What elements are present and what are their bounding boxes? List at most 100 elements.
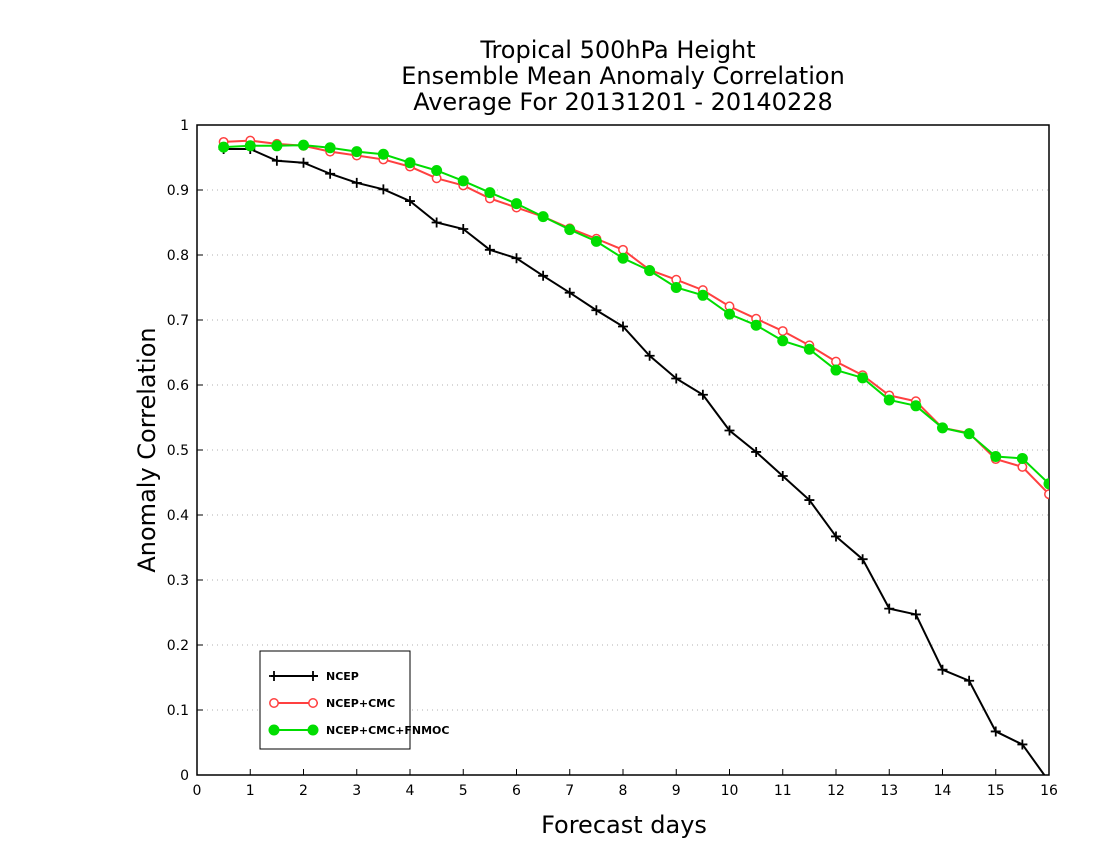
legend-marker xyxy=(268,724,280,736)
data-point xyxy=(298,139,309,151)
data-point xyxy=(431,217,442,228)
data-point xyxy=(1017,739,1028,750)
legend-item: NCEP+CMC+FNMOC xyxy=(268,724,449,737)
y-tick-label: 0.5 xyxy=(167,443,189,459)
x-tick-label: 1 xyxy=(246,783,255,799)
y-tick-label: 0.1 xyxy=(167,703,189,719)
data-point xyxy=(644,350,655,361)
data-point xyxy=(537,211,549,223)
series-ncep xyxy=(218,144,1046,775)
data-point xyxy=(831,531,841,542)
data-point xyxy=(378,184,389,195)
series-line xyxy=(223,144,1049,485)
data-point xyxy=(298,157,309,168)
y-tick-label: 0.3 xyxy=(167,573,189,589)
data-point xyxy=(831,356,841,367)
data-point xyxy=(671,373,682,384)
data-point xyxy=(484,187,496,199)
x-tick-label: 10 xyxy=(721,783,739,799)
data-point xyxy=(618,244,628,255)
data-point xyxy=(697,389,708,400)
data-point xyxy=(244,140,256,152)
legend-marker xyxy=(307,724,319,736)
legend-item: NCEP+CMC xyxy=(269,697,395,710)
data-point xyxy=(884,603,895,614)
data-point xyxy=(777,326,788,336)
data-point xyxy=(803,343,815,355)
legend-label: NCEP+CMC+FNMOC xyxy=(326,724,449,737)
data-point xyxy=(910,609,921,620)
x-tick-label: 11 xyxy=(774,783,792,799)
x-tick-label: 14 xyxy=(934,783,952,799)
data-point xyxy=(591,305,602,316)
data-point xyxy=(457,175,469,187)
data-point xyxy=(458,224,469,234)
legend: NCEP NCEP+CMC NCEP+CMC+FNMOC xyxy=(259,650,449,750)
legend-label: NCEP xyxy=(326,670,359,683)
data-point xyxy=(271,140,283,152)
legend-label: NCEP+CMC xyxy=(326,697,395,710)
data-point xyxy=(830,364,842,376)
x-tick-label: 0 xyxy=(193,783,202,799)
data-point xyxy=(990,451,1002,462)
data-point xyxy=(1044,489,1049,500)
data-point xyxy=(804,495,815,506)
data-point xyxy=(724,425,735,436)
x-axis-label: Forecast days xyxy=(541,811,707,839)
x-tick-label: 9 xyxy=(672,783,681,799)
legend-marker xyxy=(308,698,318,708)
y-tick-label: 0.7 xyxy=(167,313,189,329)
data-point xyxy=(564,224,576,236)
x-tick-label: 13 xyxy=(880,783,898,799)
x-tick-label: 16 xyxy=(1040,783,1058,799)
y-tick-label: 0.2 xyxy=(167,638,189,654)
x-tick-label: 4 xyxy=(406,783,415,799)
x-tick-label: 8 xyxy=(619,783,628,799)
series-line xyxy=(223,148,1046,775)
y-tick-label: 0.8 xyxy=(167,248,189,264)
chart-title-line-3: Average For 20131201 - 20140228 xyxy=(413,88,833,116)
data-point xyxy=(724,308,735,320)
data-point xyxy=(777,335,789,347)
data-point xyxy=(511,198,522,210)
data-point xyxy=(990,726,1001,737)
x-tick-label: 3 xyxy=(352,783,361,799)
chart-title-line-2: Ensemble Mean Anomaly Correlation xyxy=(401,62,845,90)
data-point xyxy=(617,252,629,264)
data-point xyxy=(1016,452,1028,464)
data-point xyxy=(538,270,549,281)
data-point xyxy=(750,319,762,331)
data-point xyxy=(964,675,975,686)
legend-box xyxy=(259,650,411,750)
data-point xyxy=(618,321,628,332)
data-point xyxy=(351,177,362,188)
y-tick-label: 0 xyxy=(180,768,189,784)
data-point xyxy=(777,471,788,481)
data-point xyxy=(883,394,895,406)
legend-marker xyxy=(269,698,279,708)
data-point xyxy=(431,165,443,176)
axis-ticks: 00.10.20.30.40.50.60.70.80.910 1 2 3 4 5 6 7 8 9 1… xyxy=(167,118,1058,799)
data-point xyxy=(324,142,336,154)
data-point xyxy=(405,196,415,207)
data-point xyxy=(751,446,762,457)
legend-marker xyxy=(308,671,318,681)
data-point xyxy=(564,287,575,298)
x-tick-label: 5 xyxy=(459,783,468,799)
data-point xyxy=(644,265,656,277)
data-point xyxy=(857,554,868,565)
legend-marker xyxy=(269,671,279,681)
data-point xyxy=(697,289,709,301)
data-point xyxy=(218,141,230,153)
x-tick-label: 12 xyxy=(827,783,845,799)
data-point xyxy=(1017,461,1028,472)
chart-title-line-1: Tropical 500hPa Height xyxy=(479,36,755,64)
data-point xyxy=(937,664,948,675)
data-point xyxy=(404,157,416,169)
series-ncep-cmc-fnmoc xyxy=(218,139,1049,490)
data-point xyxy=(910,400,922,412)
data-point xyxy=(377,148,389,160)
data-point xyxy=(1043,478,1049,490)
